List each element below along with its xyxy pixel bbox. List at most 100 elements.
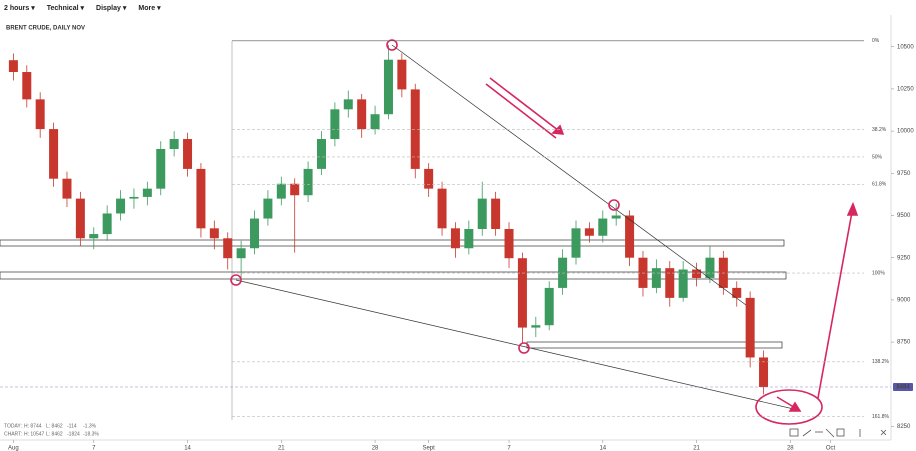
candle-body xyxy=(504,229,514,259)
x-tick-label: 28 xyxy=(787,446,794,451)
candle-body xyxy=(129,196,139,199)
tool-icon[interactable] xyxy=(789,428,799,437)
x-tick-label: 21 xyxy=(693,446,700,451)
y-tick-label: 9000 xyxy=(897,297,911,303)
x-tick-label: 14 xyxy=(599,446,606,451)
candle-body xyxy=(330,109,340,140)
candle-body xyxy=(357,99,367,130)
candle-body xyxy=(370,114,380,130)
arrow-head xyxy=(846,201,859,216)
candle-body xyxy=(692,269,702,278)
candle-body xyxy=(517,258,527,328)
candle-body xyxy=(745,297,755,358)
candle-body xyxy=(276,183,286,199)
candle-body xyxy=(142,188,152,197)
zone-box xyxy=(526,341,783,349)
y-tick-label: 8750 xyxy=(897,340,911,346)
candle-body xyxy=(732,287,742,298)
y-tick-label: 10250 xyxy=(897,86,914,92)
target-ellipse xyxy=(755,389,823,425)
candle-body xyxy=(424,168,434,189)
fib-label: 161.8% xyxy=(872,414,890,420)
x-tick-label: 14 xyxy=(184,446,191,451)
fib-label: 38.2% xyxy=(872,127,887,133)
pivot-circle xyxy=(230,274,242,286)
x-tick-label: Aug xyxy=(8,446,19,451)
pivot-circle xyxy=(608,199,620,211)
menu-button[interactable]: More xyxy=(138,4,160,12)
info-text: TODAY: xyxy=(4,423,22,429)
y-tick-label: 10500 xyxy=(897,44,914,50)
arrow-head xyxy=(788,401,802,412)
y-tick-label: 9750 xyxy=(897,171,911,177)
tool-icon[interactable] xyxy=(802,429,812,437)
x-tick-label: 28 xyxy=(372,446,379,451)
close-icon[interactable] xyxy=(880,429,887,436)
candle-body xyxy=(598,218,608,236)
candle-body xyxy=(8,60,18,73)
candle-body xyxy=(450,228,460,249)
candle-body xyxy=(22,72,32,100)
x-tick-label: 7 xyxy=(507,446,511,451)
candle-body xyxy=(169,139,179,149)
candle-body xyxy=(89,234,99,239)
zone-box xyxy=(0,271,787,280)
drawing-tools xyxy=(789,428,887,438)
info-text: L: 8462 xyxy=(46,431,63,437)
fib-label: 100% xyxy=(872,270,885,276)
fib-label: 50% xyxy=(872,154,883,160)
info-text: CHART: xyxy=(4,431,22,437)
menu-button[interactable]: 2 hours xyxy=(4,4,35,12)
candle-body xyxy=(75,198,85,239)
trendline xyxy=(391,44,747,306)
menu-button[interactable]: Technical xyxy=(47,4,84,12)
x-tick-label: Oct xyxy=(826,446,836,451)
info-text: H: 10547 xyxy=(24,431,45,437)
candle-body xyxy=(223,238,233,259)
candle-body xyxy=(544,287,554,326)
y-tick-label: 10000 xyxy=(897,129,914,135)
last-price-tag xyxy=(893,382,913,391)
pivot-circle xyxy=(386,39,398,51)
candle-body xyxy=(343,99,353,110)
info-text: -1824 xyxy=(67,431,80,437)
x-tick-label: 21 xyxy=(278,446,285,451)
candle-body xyxy=(410,89,420,169)
candle-body xyxy=(477,198,487,229)
candle-body xyxy=(571,228,581,258)
candle-body xyxy=(437,188,447,229)
candle-body xyxy=(611,215,621,219)
candle-body xyxy=(183,139,193,169)
menu-button[interactable]: Display xyxy=(96,4,126,12)
candle-body xyxy=(290,183,300,196)
candle-body xyxy=(678,269,688,298)
arrow xyxy=(485,83,557,139)
tool-icon[interactable] xyxy=(836,428,845,437)
candle-body xyxy=(531,325,541,328)
candle-body xyxy=(196,168,206,229)
trendline xyxy=(235,279,799,411)
candle-body xyxy=(102,213,112,235)
arrow xyxy=(817,211,853,399)
candle-body xyxy=(705,257,715,278)
candle-body xyxy=(35,99,45,130)
trendlines xyxy=(235,44,799,411)
candle-body xyxy=(303,168,313,196)
candle-body xyxy=(62,178,72,199)
candle-body xyxy=(209,228,219,239)
x-tick-label: Sept xyxy=(422,446,435,451)
candle-body xyxy=(236,248,246,259)
chart-title: BRENT CRUDE, DAILY NOV xyxy=(6,26,85,32)
arrow-head xyxy=(551,124,565,135)
pivot-circle xyxy=(518,342,530,354)
fib-label: 0% xyxy=(872,38,880,44)
info-text: H: 8744 xyxy=(24,423,42,429)
fib-label: 138.2% xyxy=(872,359,890,365)
candle-body xyxy=(584,228,594,236)
candle-body xyxy=(49,129,59,179)
last-price-label: 8484 xyxy=(896,385,910,391)
candle-body xyxy=(759,357,769,387)
tool-icon[interactable] xyxy=(825,428,835,438)
